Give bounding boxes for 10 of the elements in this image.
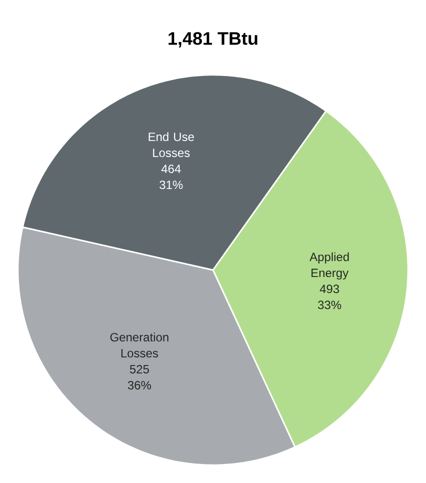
slice-label: End Use Losses	[148, 132, 194, 158]
text: 36%	[128, 380, 152, 390]
slice-label: Generation Losses	[110, 332, 168, 358]
data-label: 493	[320, 284, 340, 294]
text: 31%	[160, 180, 183, 190]
text: 33%	[318, 300, 342, 310]
data-label: 464	[161, 164, 181, 174]
chart-title: 1,481 TBtu	[168, 32, 258, 48]
data-label: 525	[130, 364, 149, 374]
slice-label: Applied Energy	[310, 252, 349, 280]
